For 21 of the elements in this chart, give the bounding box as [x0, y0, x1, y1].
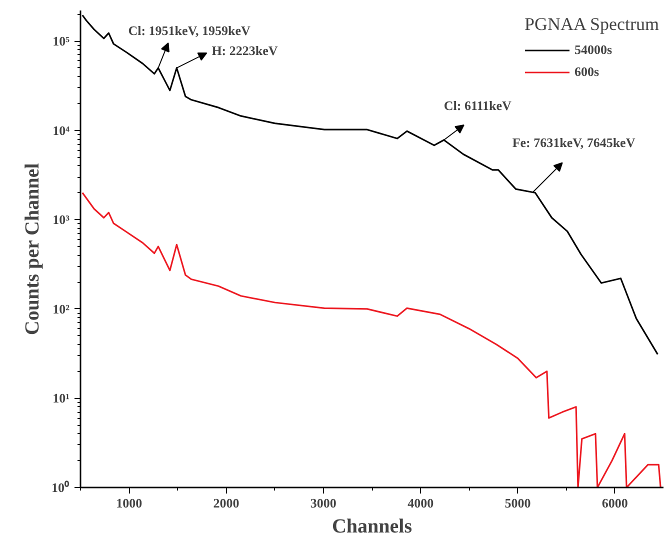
- annotation: Fe: 7631keV, 7645keV: [512, 134, 636, 150]
- legend-label: 54000s: [574, 42, 612, 58]
- y-tick-label: 10¹: [52, 390, 70, 406]
- y-tick-label: 10²: [52, 301, 70, 316]
- y-tick-label: 10³: [52, 212, 70, 228]
- x-tick-label: 3000: [310, 496, 336, 510]
- y-tick-label: 10⁰: [52, 480, 70, 495]
- annotation: Cl: 1951keV, 1959keV: [128, 22, 252, 38]
- annotation: H: 2223keV: [212, 42, 278, 58]
- y-axis-title: Counts per Channel: [22, 162, 44, 336]
- x-tick-label: 5000: [504, 496, 531, 510]
- y-tick-label: 10⁵: [52, 34, 70, 49]
- y-tick-label: 10⁴: [52, 122, 70, 138]
- legend-label: 600s: [574, 64, 600, 80]
- x-tick-label: 6000: [602, 496, 628, 510]
- x-axis-title: Channels: [332, 516, 412, 538]
- x-tick-label: 2000: [213, 496, 240, 510]
- legend-title: PGNAA Spectrum: [524, 14, 659, 35]
- x-tick-label: 4000: [408, 496, 434, 510]
- x-tick-label: 1000: [116, 496, 142, 510]
- annotation: Cl: 6111keV: [444, 98, 512, 113]
